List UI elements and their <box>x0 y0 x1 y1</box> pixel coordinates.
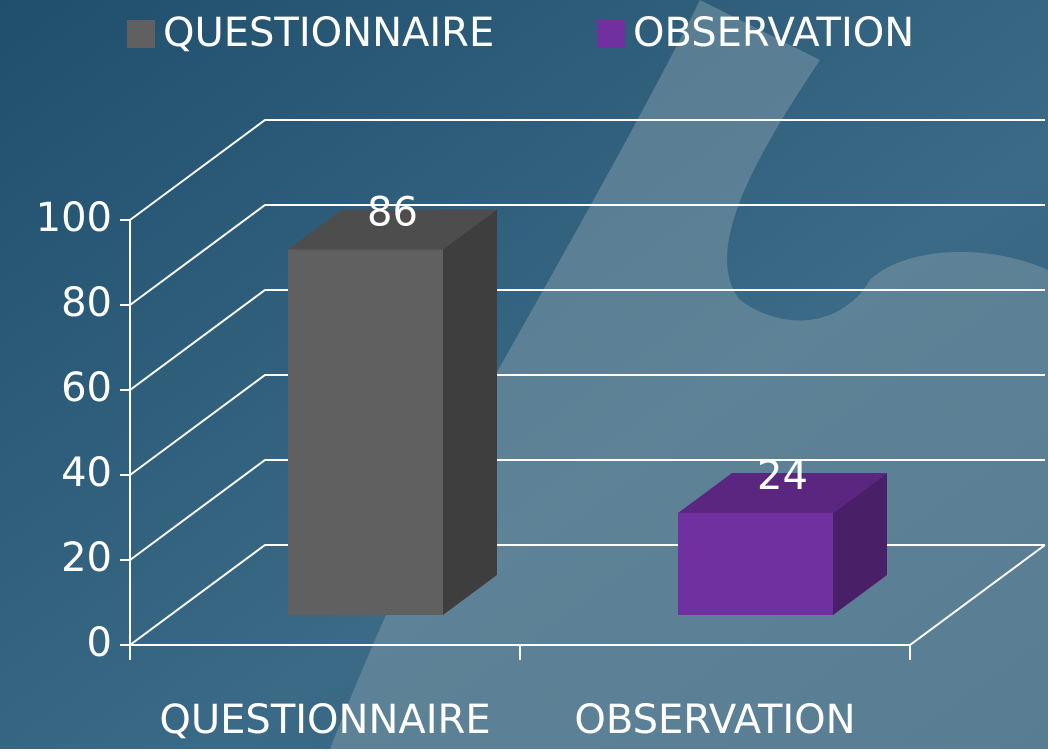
grid-line <box>129 459 1045 561</box>
legend-label: OBSERVATION <box>633 10 914 56</box>
y-tick-label: 0 <box>87 620 112 666</box>
y-tick-label: 40 <box>61 450 112 496</box>
y-tick-label: 60 <box>61 365 112 411</box>
y-tick-label: 20 <box>61 535 112 581</box>
y-tick-label: 100 <box>36 195 112 241</box>
bar-top <box>678 473 887 513</box>
bar-top <box>288 209 497 250</box>
y-tick-label: 80 <box>61 280 112 326</box>
grid-line <box>129 119 1045 221</box>
grid-line <box>129 204 1045 306</box>
legend-label: QUESTIONNAIRE <box>163 10 494 56</box>
grid-line <box>129 289 1045 391</box>
legend-swatch <box>127 20 155 48</box>
legend-swatch <box>597 20 625 48</box>
grid-line <box>129 374 1045 476</box>
bar <box>678 513 833 615</box>
bar-side <box>833 473 887 615</box>
x-tick-label: QUESTIONNAIRE <box>159 697 490 743</box>
value-label: 86 <box>367 190 418 236</box>
value-label: 24 <box>757 453 808 499</box>
bar-side <box>443 209 497 615</box>
x-tick-label: OBSERVATION <box>574 697 855 743</box>
bar <box>288 249 443 615</box>
category-ticks <box>129 645 911 660</box>
